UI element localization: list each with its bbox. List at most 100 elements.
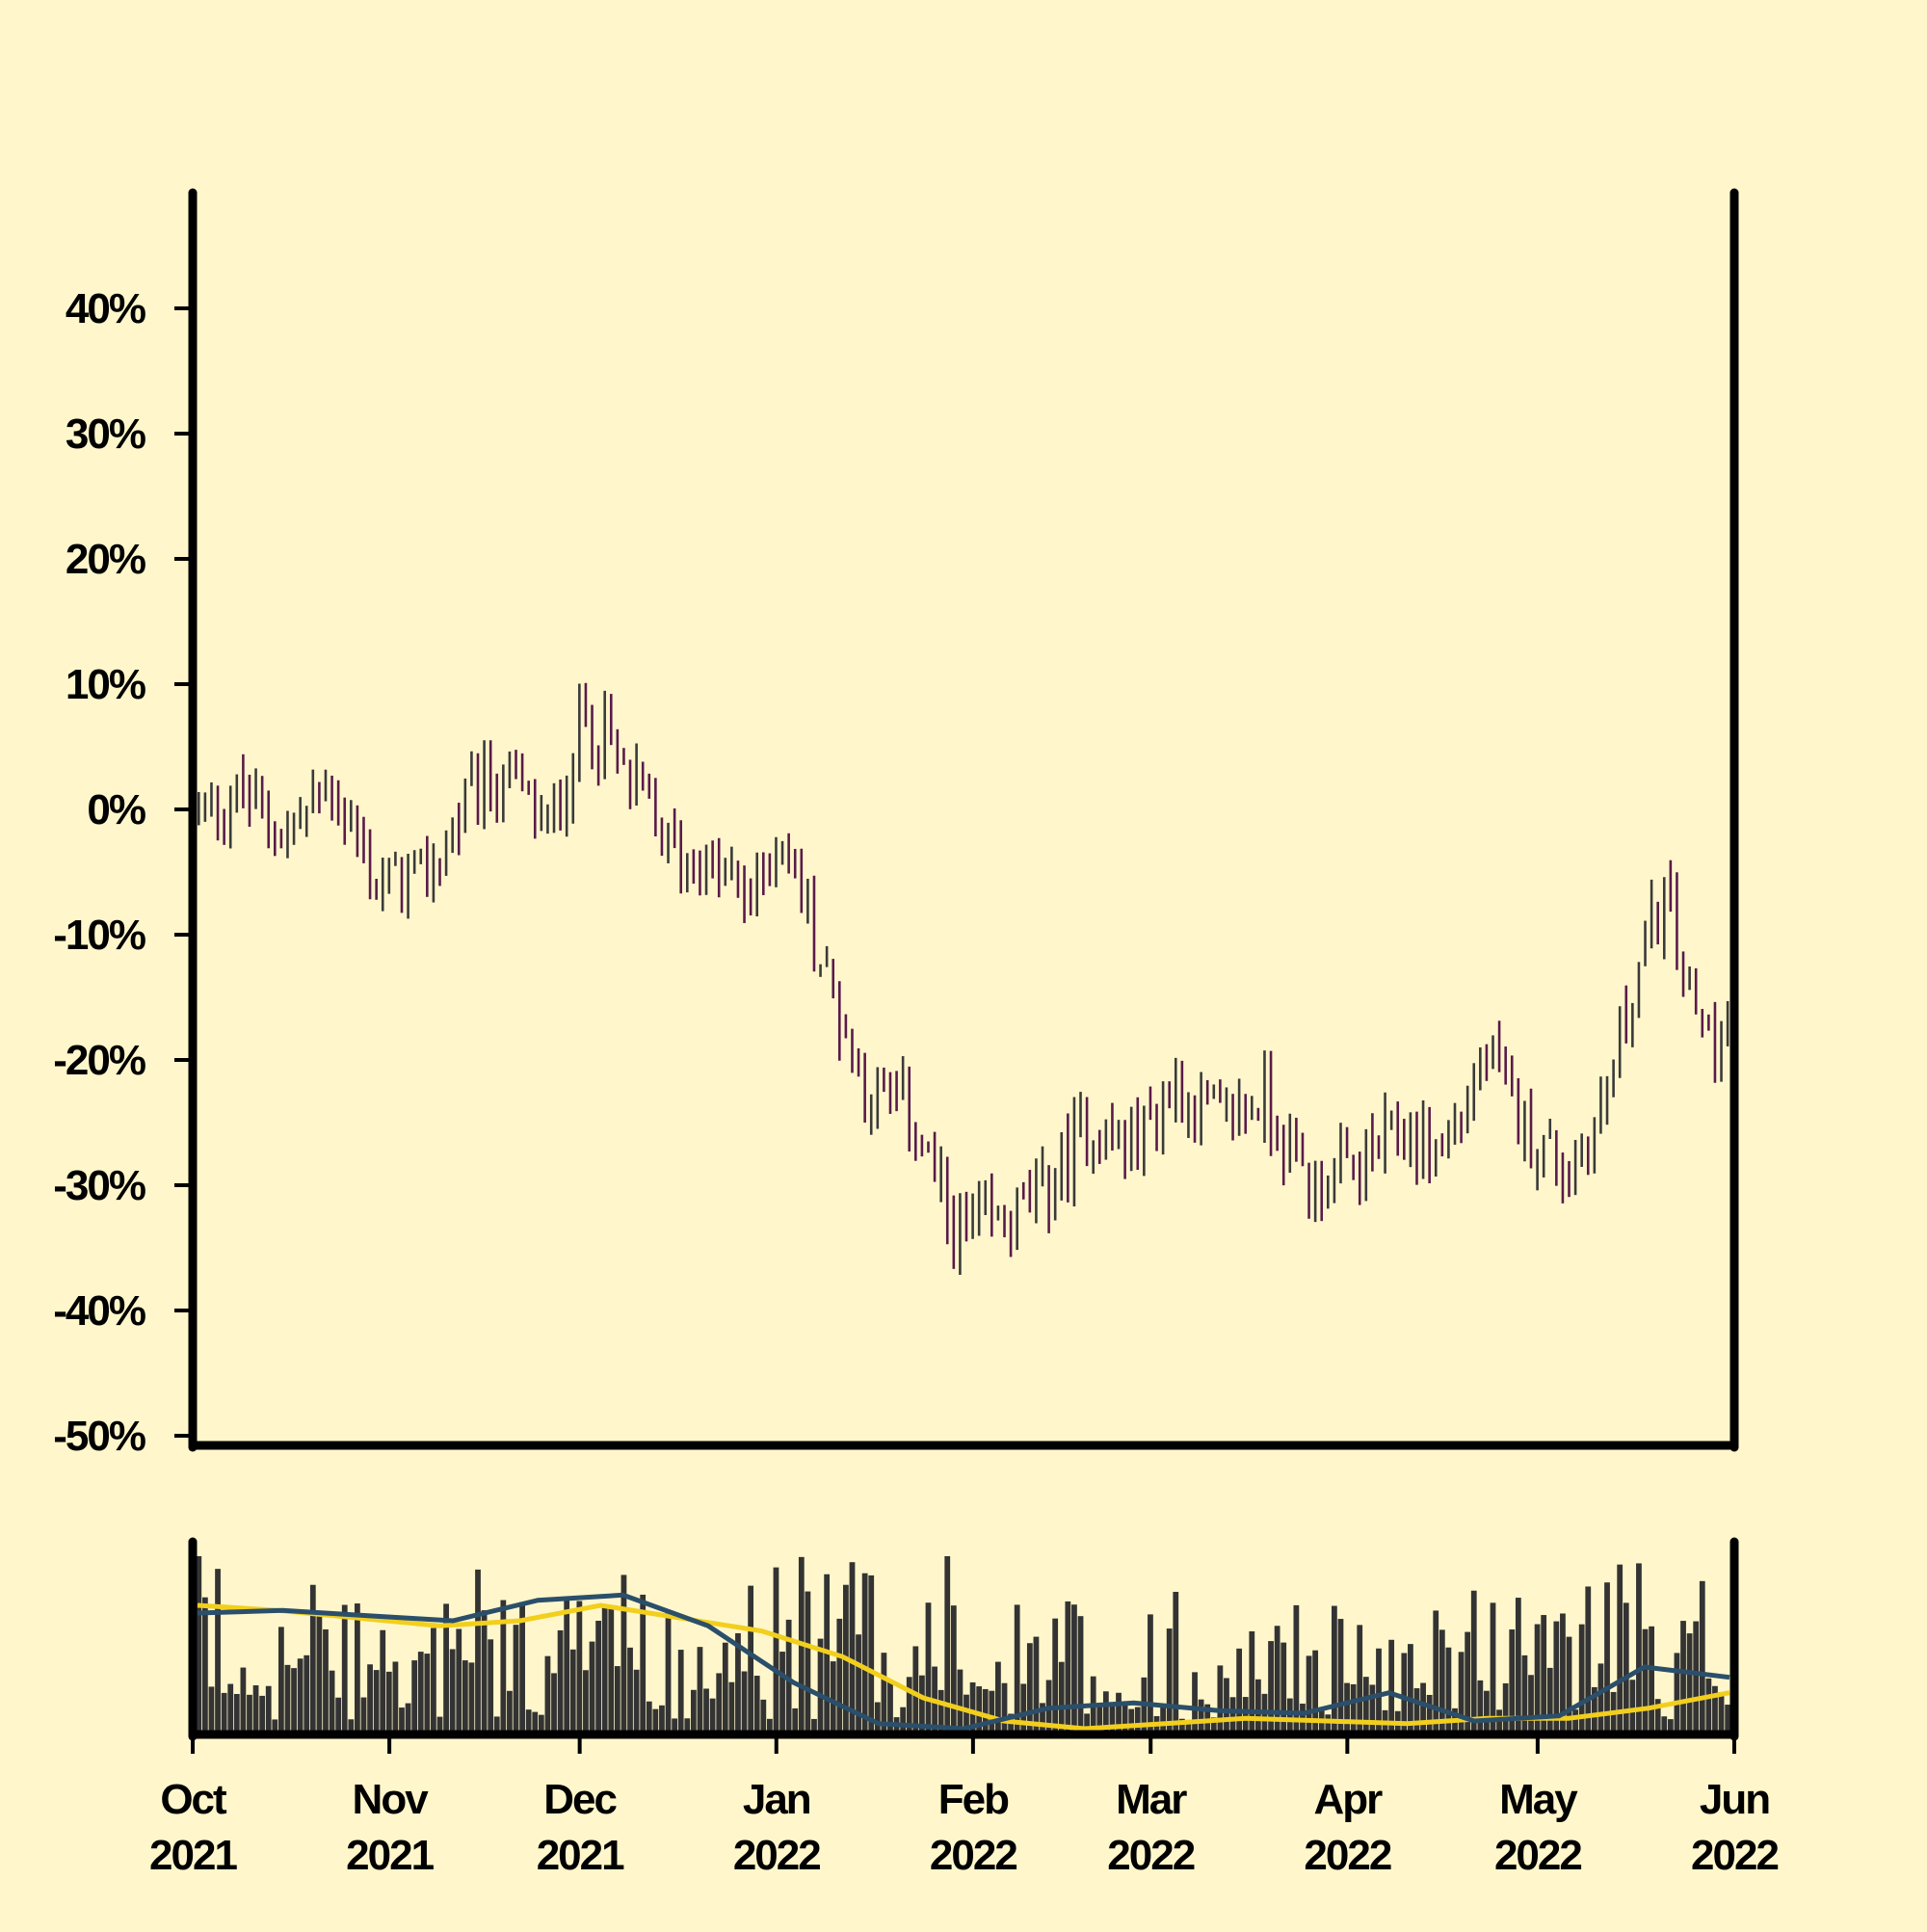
volume-bar: [748, 1585, 754, 1734]
volume-bar: [957, 1669, 964, 1734]
volume-bar: [500, 1600, 507, 1734]
volume-bar: [1376, 1648, 1382, 1734]
volume-bar: [227, 1683, 234, 1734]
volume-bar: [811, 1718, 817, 1734]
volume-bar: [519, 1601, 525, 1734]
x-tick-year: 2022: [1304, 1832, 1390, 1879]
volume-bar: [1332, 1605, 1337, 1734]
volume-bar: [277, 1627, 284, 1734]
volume-bar: [1084, 1713, 1090, 1734]
volume-bar: [1490, 1602, 1496, 1734]
volume-bar: [620, 1575, 627, 1734]
volume-bar: [1566, 1636, 1572, 1734]
volume-bar: [424, 1654, 431, 1734]
volume-bar: [1439, 1629, 1445, 1734]
volume-bar: [1198, 1699, 1204, 1734]
volume-bar: [659, 1705, 665, 1734]
volume-bar: [1699, 1580, 1705, 1734]
volume-bar: [233, 1693, 240, 1734]
volume-bar: [950, 1605, 957, 1734]
volume-bar: [1350, 1683, 1357, 1734]
volume-bar: [544, 1655, 551, 1734]
volume-bar: [348, 1719, 355, 1734]
volume-bar: [1585, 1586, 1592, 1734]
volume-bar: [272, 1719, 278, 1734]
volume-bar: [1001, 1682, 1008, 1734]
volume-bar: [830, 1661, 836, 1734]
x-tick-year: 2021: [346, 1832, 434, 1879]
volume-bar: [1661, 1716, 1668, 1734]
volume-bar: [709, 1698, 716, 1734]
volume-bar: [538, 1714, 544, 1734]
volume-bar: [1725, 1705, 1731, 1734]
y-tick-label: -40%: [53, 1287, 145, 1335]
volume-bar: [906, 1677, 912, 1734]
volume-bar: [1604, 1582, 1610, 1734]
volume-bar: [690, 1689, 697, 1734]
volume-bar: [1040, 1703, 1045, 1734]
volume-bar: [595, 1621, 601, 1734]
volume-bar: [215, 1569, 221, 1734]
volume-bar: [329, 1670, 335, 1734]
volume-bar: [411, 1660, 418, 1734]
volume-bar: [304, 1654, 310, 1734]
volume-bar: [259, 1695, 266, 1734]
volume-bar: [1254, 1679, 1261, 1734]
volume-bar: [1077, 1616, 1084, 1734]
volume-bar: [360, 1697, 367, 1734]
volume-bar: [355, 1603, 360, 1734]
volume-bar: [380, 1629, 386, 1734]
x-tick-month: Feb: [938, 1776, 1009, 1823]
volume-bar: [1445, 1647, 1452, 1734]
volume-bar: [1337, 1619, 1344, 1734]
volume-bar: [1014, 1604, 1020, 1734]
volume-bar: [824, 1574, 831, 1734]
volume-bar: [1102, 1691, 1109, 1734]
volume-bar: [919, 1675, 925, 1734]
volume-bar: [240, 1667, 247, 1734]
volume-bar: [1636, 1563, 1642, 1734]
volume-bar: [716, 1673, 723, 1734]
volume-bar: [284, 1664, 291, 1734]
x-tick-year: 2022: [1494, 1832, 1581, 1879]
volume-bar: [532, 1711, 539, 1734]
volume-bar: [341, 1604, 348, 1734]
volume-bar: [1224, 1678, 1229, 1734]
volume-bar: [1293, 1604, 1300, 1734]
x-tick-year: 2022: [1691, 1832, 1778, 1879]
volume-bar: [1680, 1621, 1686, 1734]
volume-bar: [1166, 1628, 1173, 1734]
volume-bar: [1553, 1621, 1560, 1734]
volume-bar: [431, 1628, 436, 1734]
volume-bar: [589, 1641, 595, 1734]
volume-bar: [468, 1662, 475, 1734]
volume-bar: [849, 1562, 856, 1734]
x-tick-month: Oct: [160, 1776, 227, 1823]
volume-bar: [316, 1612, 323, 1734]
x-tick-month: May: [1499, 1776, 1578, 1823]
volume-bar: [507, 1690, 513, 1734]
volume-bar: [1128, 1708, 1135, 1734]
volume-bar: [557, 1629, 564, 1734]
volume-bar: [1686, 1633, 1693, 1734]
y-axis-ticks: 40% 30% 20% 10% 0% -10% -20% -30% -40% -50%: [53, 285, 190, 1460]
volume-bar: [900, 1707, 907, 1734]
volume-bar: [399, 1707, 405, 1734]
volume-bar: [995, 1661, 1001, 1734]
volume-bar: [1026, 1643, 1033, 1734]
volume-bar: [309, 1584, 316, 1734]
y-tick-label: -30%: [53, 1162, 145, 1209]
volume-bar: [335, 1697, 342, 1734]
x-tick-month: Mar: [1116, 1776, 1187, 1823]
volume-bar: [1122, 1701, 1128, 1734]
volume-bar: [1617, 1564, 1623, 1734]
volume-bar: [1667, 1719, 1674, 1734]
volume-bar: [385, 1671, 392, 1734]
ohlc-bars: [197, 682, 1729, 1275]
volume-bar: [1148, 1614, 1153, 1734]
volume-bar: [1705, 1678, 1712, 1734]
x-tick-year: 2021: [537, 1832, 624, 1879]
volume-bar: [1268, 1641, 1274, 1734]
volume-bar: [1541, 1615, 1547, 1734]
